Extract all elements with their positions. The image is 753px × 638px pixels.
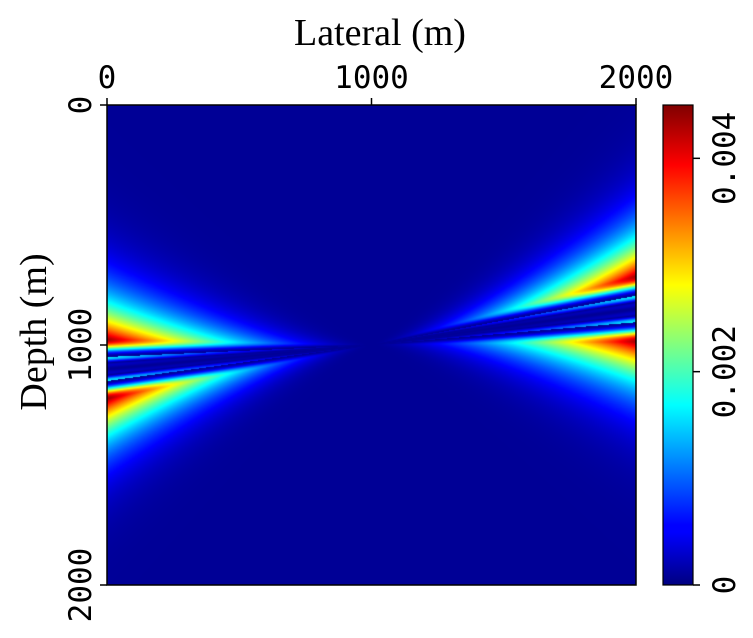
y-tick-label: 1000: [63, 308, 99, 383]
y-tick-label: 0: [63, 96, 99, 115]
x-ticks: 0 1000 2000: [98, 60, 674, 105]
colorbar-gradient: [663, 105, 693, 585]
x-tick-label: 2000: [599, 60, 674, 96]
x-tick-label: 1000: [334, 60, 409, 96]
colorbar-tick-label: 0: [707, 576, 743, 595]
y-ticks: 0 1000 2000: [63, 96, 107, 623]
x-axis-label: Lateral (m): [294, 12, 466, 54]
colorbar: 0 0.002 0.004: [662, 104, 743, 595]
y-axis-label: Depth (m): [13, 253, 55, 410]
x-tick-label: 0: [98, 60, 117, 96]
colorbar-frame: [662, 104, 694, 586]
heatmap-image: [107, 105, 636, 585]
plot-area: [106, 104, 637, 586]
colorbar-tick-label: 0.004: [707, 112, 743, 205]
colorbar-ticks: 0 0.002 0.004: [693, 112, 743, 595]
colorbar-tick-label: 0.002: [707, 325, 743, 418]
y-tick-label: 2000: [63, 548, 99, 623]
